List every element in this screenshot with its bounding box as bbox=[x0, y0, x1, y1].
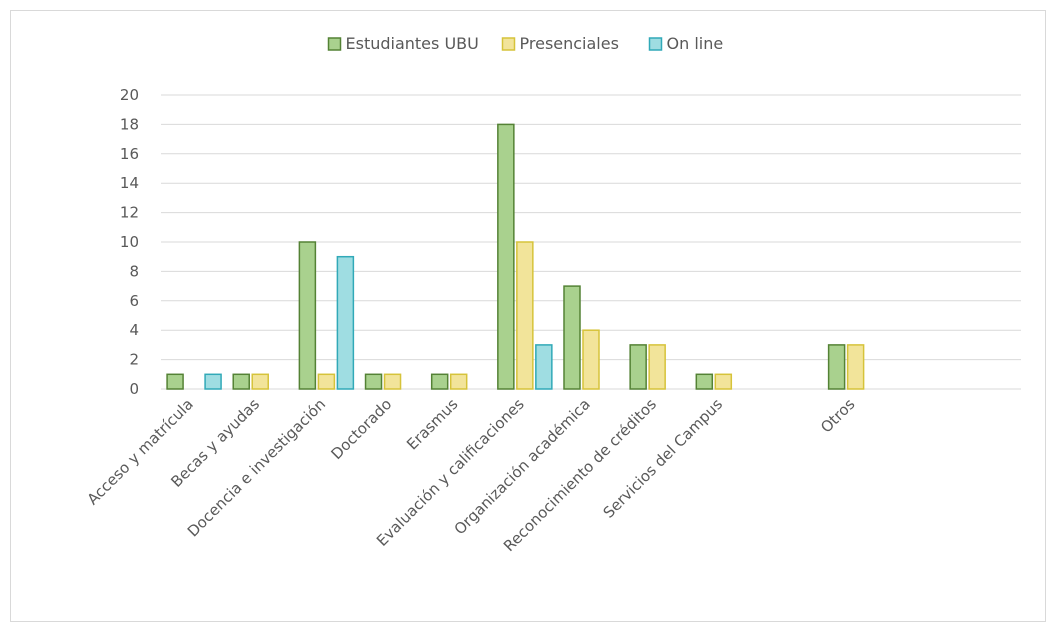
bar-estudiantes-ubu-organizacion-academica bbox=[563, 285, 581, 390]
x-tick-label: Servicios del Campus bbox=[600, 395, 727, 522]
x-tick-label: Acceso y matrícula bbox=[84, 395, 197, 508]
bar-presenciales-organizacion-academica bbox=[582, 329, 600, 390]
bar-presenciales-becas-y-ayudas bbox=[251, 373, 269, 390]
bar-presenciales-docencia-e-investigacion bbox=[317, 373, 336, 390]
chart-frame: Estudiantes UBU Presenciales On line 0 2 4 6 8… bbox=[10, 10, 1046, 622]
y-tick-label: 14 bbox=[120, 174, 139, 192]
legend-swatch-on-line bbox=[648, 37, 663, 51]
y-tick-label: 20 bbox=[120, 86, 139, 104]
bar-estudiantes-ubu-doctorado bbox=[364, 373, 383, 390]
bar-presenciales-evaluacion-y-calificaciones bbox=[516, 241, 534, 390]
y-tick-label: 0 bbox=[129, 380, 139, 398]
y-tick-label: 18 bbox=[120, 115, 139, 133]
bar-presenciales-doctorado bbox=[383, 373, 402, 390]
y-tick-label: 4 bbox=[129, 321, 139, 339]
bar-on-line-acceso-y-matricula bbox=[204, 373, 222, 390]
bar-estudiantes-ubu-servicios-del-campus bbox=[695, 373, 714, 390]
bar-chart: Estudiantes UBU Presenciales On line 0 2 4 6 8… bbox=[84, 34, 1021, 555]
x-tick-label: Organización académica bbox=[451, 395, 594, 538]
bar-estudiantes-ubu-reconocimiento-de-creditos bbox=[629, 344, 647, 390]
bars bbox=[166, 123, 865, 390]
y-tick-label: 16 bbox=[120, 145, 139, 163]
bar-on-line-evaluacion-y-calificaciones bbox=[535, 344, 553, 390]
legend: Estudiantes UBU Presenciales On line bbox=[327, 34, 724, 53]
y-tick-label: 10 bbox=[120, 233, 139, 251]
y-tick-label: 8 bbox=[129, 262, 139, 280]
x-tick-label: Otros bbox=[817, 395, 859, 437]
bar-presenciales-reconocimiento-de-creditos bbox=[648, 344, 666, 390]
x-tick-label: Docencia e investigación bbox=[184, 395, 329, 540]
legend-swatch-estudiantes-ubu bbox=[327, 37, 342, 51]
bar-presenciales-erasmus bbox=[449, 373, 468, 390]
bar-presenciales-servicios-del-campus bbox=[714, 373, 733, 390]
bar-estudiantes-ubu-docencia-e-investigacion bbox=[298, 241, 317, 390]
y-tick-label: 12 bbox=[120, 204, 139, 222]
x-tick-label: Erasmus bbox=[403, 395, 462, 454]
bar-presenciales-otros bbox=[846, 344, 865, 390]
bar-estudiantes-ubu-evaluacion-y-calificaciones bbox=[497, 123, 515, 390]
bar-estudiantes-ubu-erasmus bbox=[430, 373, 449, 390]
bar-estudiantes-ubu-acceso-y-matricula bbox=[166, 373, 184, 390]
x-tick-label: Doctorado bbox=[327, 395, 395, 463]
y-axis: 0 2 4 6 8 10 12 14 16 18 20 bbox=[120, 86, 139, 398]
bar-estudiantes-ubu-otros bbox=[827, 344, 846, 390]
y-tick-label: 6 bbox=[129, 292, 139, 310]
legend-label: On line bbox=[667, 34, 724, 53]
y-tick-label: 2 bbox=[129, 351, 139, 369]
legend-swatch-presenciales bbox=[501, 37, 516, 51]
bar-on-line-docencia-e-investigacion bbox=[336, 255, 355, 390]
legend-label: Estudiantes UBU bbox=[346, 34, 479, 53]
legend-label: Presenciales bbox=[520, 34, 619, 53]
bar-estudiantes-ubu-becas-y-ayudas bbox=[232, 373, 250, 390]
